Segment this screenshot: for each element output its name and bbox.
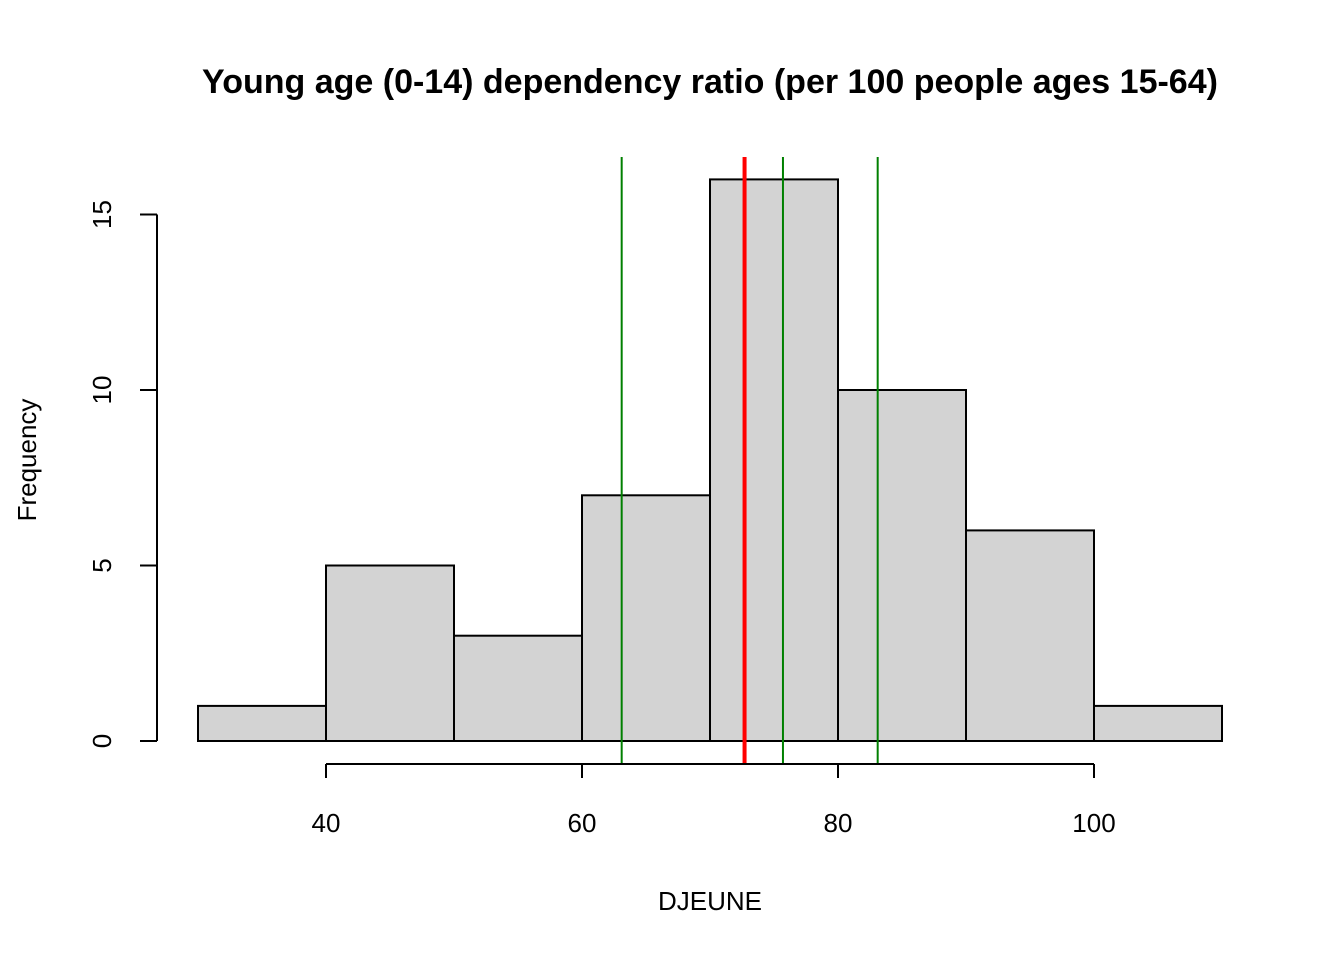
x-tick-label: 40 [312, 808, 341, 838]
x-tick-label: 80 [824, 808, 853, 838]
y-axis-label: Frequency [12, 399, 42, 522]
y-tick-label: 5 [87, 558, 117, 572]
histogram-bar [325, 564, 455, 742]
histogram-bar [837, 389, 967, 742]
x-tick-label: 60 [568, 808, 597, 838]
reference-lines-layer [620, 157, 879, 764]
y-tick-label: 10 [87, 376, 117, 405]
y-tick-label: 0 [87, 734, 117, 748]
histogram-bar [965, 529, 1095, 743]
histogram-bar [197, 704, 327, 743]
x-axis: 40 60 80 100 [312, 763, 1116, 838]
histogram-bar [709, 178, 839, 742]
x-axis-label: DJEUNE [658, 886, 762, 916]
x-tick-label: 100 [1072, 808, 1115, 838]
bars-layer [197, 178, 1223, 743]
y-axis: 0 5 10 15 [87, 200, 158, 748]
histogram-bar [1093, 704, 1223, 743]
y-tick-label: 15 [87, 200, 117, 229]
histogram-bar [581, 494, 711, 742]
histogram-bar [453, 634, 583, 743]
chart-title: Young age (0-14) dependency ratio (per 1… [202, 63, 1218, 101]
